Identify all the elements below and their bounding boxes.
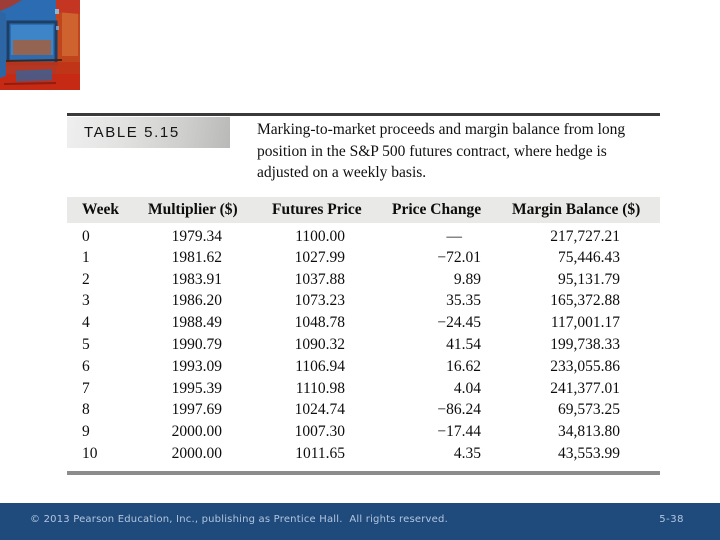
table-cell: 2000.00 (171, 445, 222, 463)
column-header: Price Change (392, 201, 482, 218)
table-header: Week Multiplier ($) Futures Price Price Cha… (67, 197, 660, 223)
table-cell: 75,446.43 (558, 248, 620, 266)
table-cell: 1995.39 (171, 379, 222, 397)
table-cell: 5 (82, 336, 90, 354)
table-cell: 1981.62 (171, 248, 222, 266)
table-cell: 10 (82, 445, 98, 463)
table-cell: 95,131.79 (558, 270, 620, 288)
table-body: 0 1979.34 1100.00 — 217,727.21 1 1981.62 1027.9… (67, 223, 660, 465)
table-cell: −72.01 (437, 248, 481, 266)
table-cell: −86.24 (437, 401, 481, 419)
table-cell: 1011.65 (295, 445, 345, 463)
table-cell: 1979.34 (171, 228, 222, 245)
abstract-painting-image (0, 0, 80, 90)
table-cell: 1110.98 (295, 379, 345, 397)
table-row: 0 1979.34 1100.00 — 217,727.21 (67, 223, 660, 247)
table-cell: 9.89 (453, 270, 481, 288)
table-row: 6 1993.09 1106.94 16.62 233,055.86 (67, 356, 660, 378)
table-top-rule (67, 113, 660, 116)
table-cell: 199,738.33 (550, 336, 620, 354)
table-cell: 1027.99 (294, 248, 345, 266)
table-cell: 0 (82, 228, 90, 245)
table-figure: TABLE 5.15 Marking-to-market proceeds an… (67, 113, 660, 478)
column-header: Multiplier ($) (148, 201, 238, 218)
slide-page-number: 5-38 (659, 514, 684, 525)
table-cell: 1100.00 (295, 228, 345, 245)
table-cell: −17.44 (437, 423, 481, 441)
table-cell: 165,372.88 (550, 292, 620, 310)
table-row: 5 1990.79 1090.32 41.54 199,738.33 (67, 334, 660, 356)
table-cell: 4.04 (453, 379, 481, 397)
column-header: Margin Balance ($) (512, 201, 641, 218)
table-header-row: Week Multiplier ($) Futures Price Price Cha… (67, 197, 660, 223)
table-cell: 16.62 (446, 357, 481, 375)
table-cell: 41.54 (446, 336, 481, 354)
table-cell: 1073.23 (294, 292, 345, 310)
table-cell: 117,001.17 (550, 314, 620, 332)
table-cell: 1993.09 (171, 357, 222, 375)
table-cell: 1986.20 (171, 292, 222, 310)
table-cell: 1037.88 (294, 270, 345, 288)
column-header: Week (82, 201, 120, 218)
table-cell: 4.35 (453, 445, 481, 463)
table-row: 8 1997.69 1024.74 −86.24 69,573.25 (67, 400, 660, 422)
table-cell: 217,727.21 (550, 228, 620, 245)
footer-bar: © 2013 Pearson Education, Inc., publishi… (0, 503, 720, 540)
table-cell: 3 (82, 292, 90, 310)
table-cell: 1990.79 (171, 336, 222, 354)
table-cell: 1988.49 (171, 314, 222, 332)
table-cell: 8 (82, 401, 90, 419)
table-cell: 4 (82, 314, 90, 332)
table-cell: 2000.00 (171, 423, 222, 441)
table-cell: 43,553.99 (558, 445, 620, 463)
table-cell: 1048.78 (294, 314, 345, 332)
table-cell: 1106.94 (295, 357, 345, 375)
table-row: 9 2000.00 1007.30 −17.44 34,813.80 (67, 421, 660, 443)
table-label: TABLE 5.15 (67, 117, 230, 148)
table-row: 2 1983.91 1037.88 9.89 95,131.79 (67, 269, 660, 291)
table-cell: 2 (82, 270, 90, 288)
table-cell: — (446, 228, 463, 245)
table-bottom-rule (67, 471, 660, 475)
table-cell: 9 (82, 423, 90, 441)
table-cell: 1024.74 (294, 401, 345, 419)
column-header: Futures Price (272, 201, 362, 218)
table-row: 7 1995.39 1110.98 4.04 241,377.01 (67, 378, 660, 400)
table-cell: 1983.91 (171, 270, 222, 288)
table-cell: 6 (82, 357, 90, 375)
table-cell: 34,813.80 (558, 423, 620, 441)
table-caption: Marking-to-market proceeds and margin ba… (257, 121, 626, 181)
table-cell: 1 (82, 248, 90, 266)
table-row: 10 2000.00 1011.65 4.35 43,553.99 (67, 443, 660, 465)
table-cell: 69,573.25 (558, 401, 620, 419)
table-row: 4 1988.49 1048.78 −24.45 117,001.17 (67, 312, 660, 334)
table-cell: 233,055.86 (550, 357, 620, 375)
table-row: 3 1986.20 1073.23 35.35 165,372.88 (67, 291, 660, 313)
table-cell: 1090.32 (294, 336, 345, 354)
copyright-text: © 2013 Pearson Education, Inc., publishi… (30, 514, 448, 525)
table-row: 1 1981.62 1027.99 −72.01 75,446.43 (67, 247, 660, 269)
table-cell: 1007.30 (294, 423, 345, 441)
table-cell: 7 (82, 379, 90, 397)
data-table: Week Multiplier ($) Futures Price Price Cha… (67, 197, 660, 465)
table-cell: 1997.69 (171, 401, 222, 419)
table-cell: 241,377.01 (550, 379, 620, 397)
table-cell: −24.45 (437, 314, 481, 332)
table-cell: 35.35 (446, 292, 481, 310)
